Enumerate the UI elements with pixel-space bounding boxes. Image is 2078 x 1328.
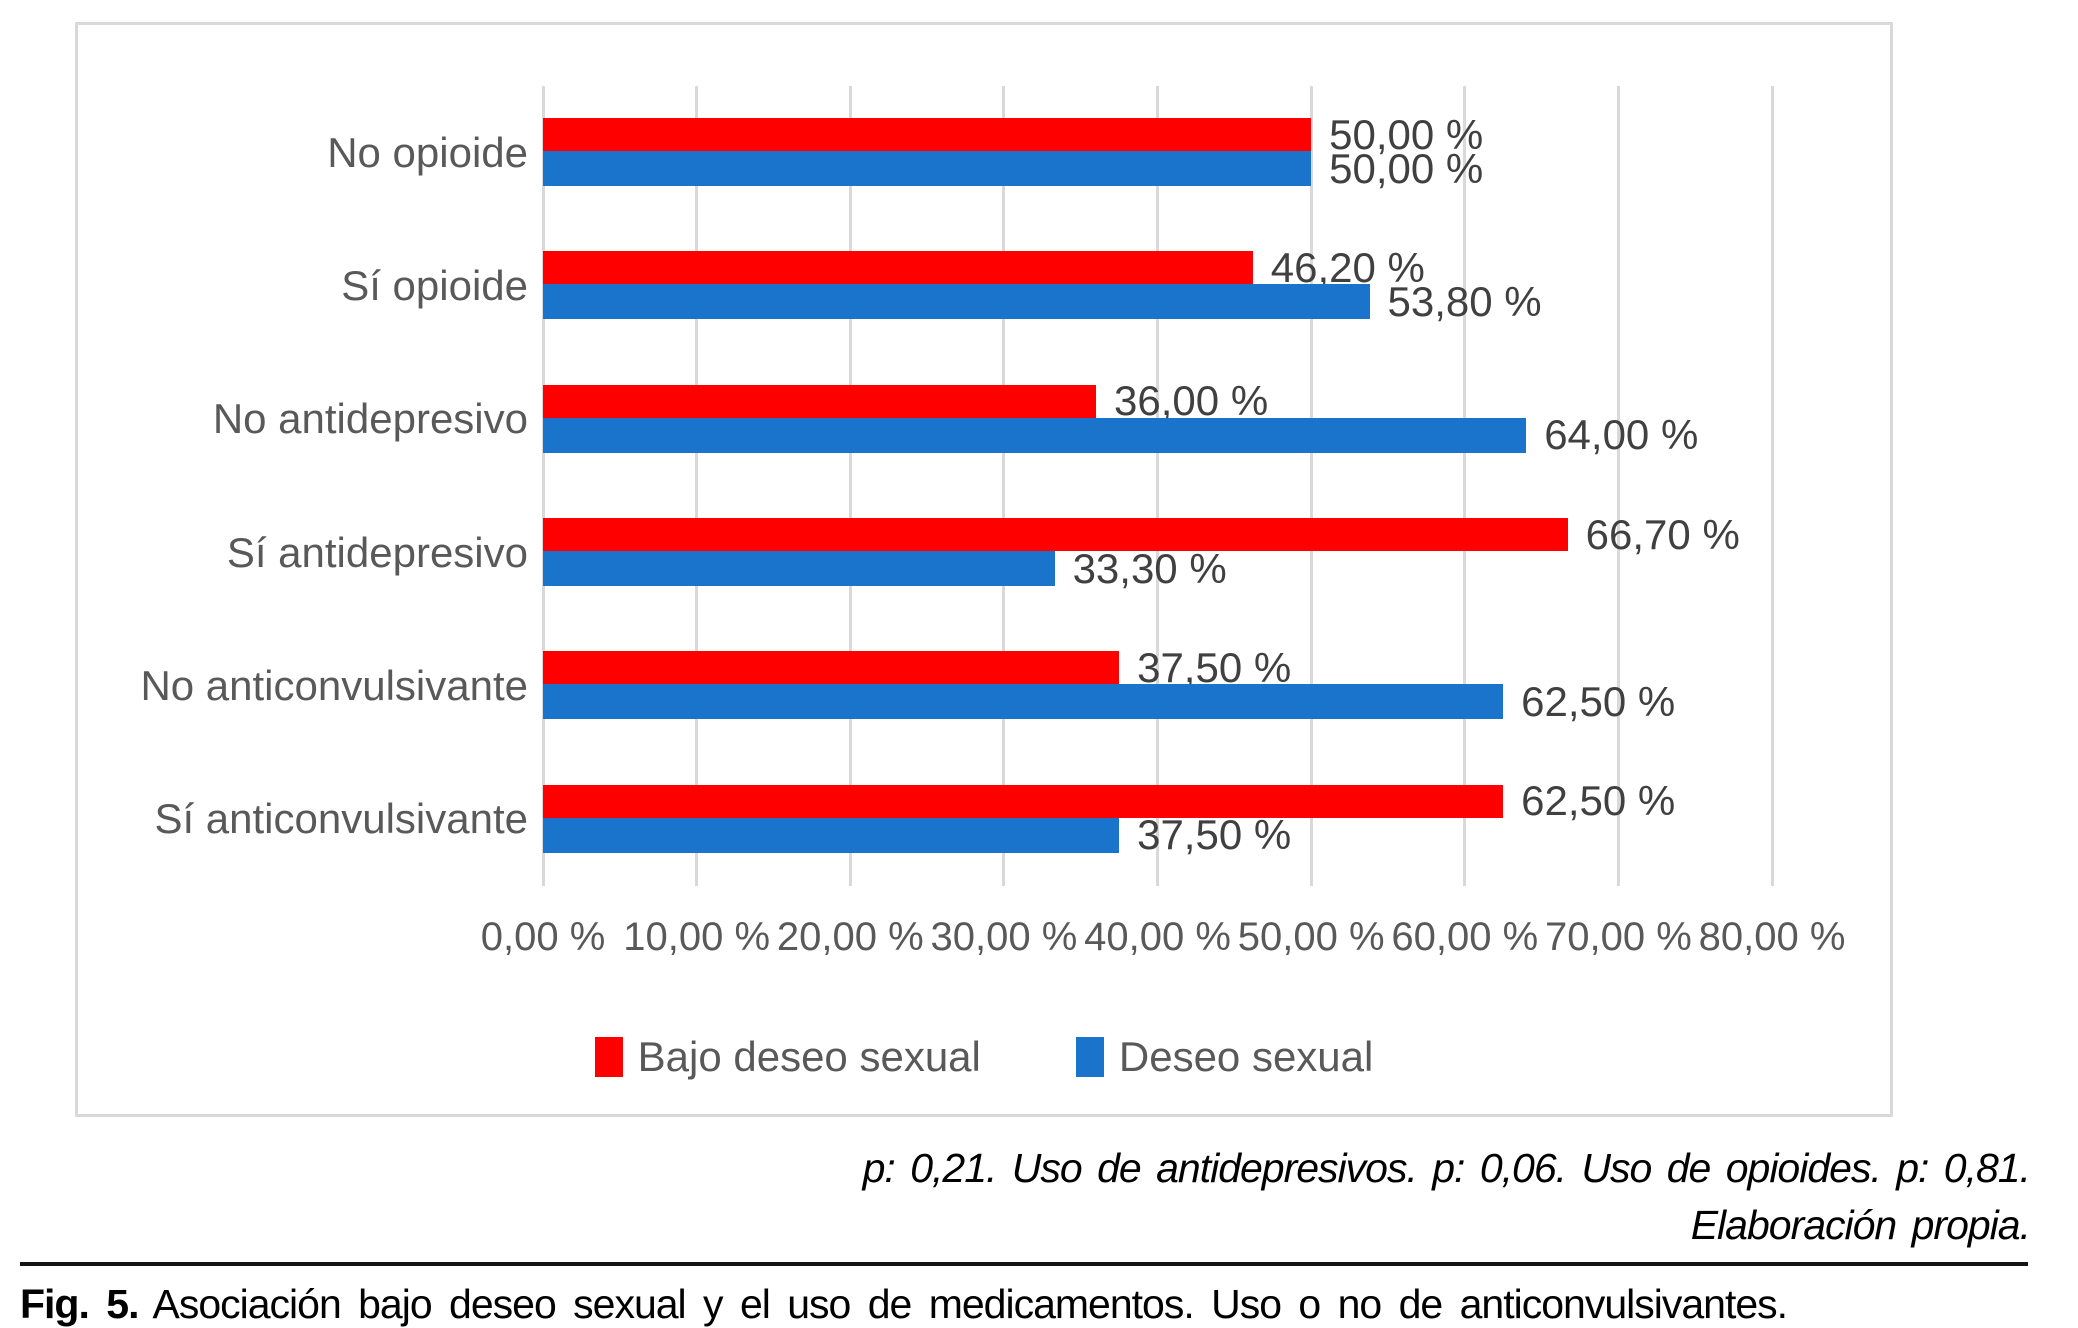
legend-label-deseo-sexual: Deseo sexual — [1118, 1033, 1374, 1080]
x-tick-label-7: 70,00 % — [1544, 915, 1692, 959]
legend: Bajo deseo sexual Deseo sexual — [78, 1033, 1890, 1081]
legend-swatch-icon-bajo-deseo-sexual — [594, 1037, 623, 1077]
bar-bajo-deseo-sexual-3 — [543, 518, 1568, 551]
legend-item-bajo-deseo-sexual: Bajo deseo sexual — [594, 1033, 981, 1081]
bar-deseo-sexual-0 — [543, 151, 1312, 186]
x-tick-label-3: 30,00 % — [930, 915, 1078, 959]
bar-deseo-sexual-3 — [543, 551, 1055, 586]
bar-bajo-deseo-sexual-2 — [543, 384, 1097, 418]
bar-value-label-bajo-deseo-sexual-5: 62,50 % — [1521, 777, 1676, 825]
x-tick-label-4: 40,00 % — [1084, 915, 1231, 959]
bar-value-label-deseo-sexual-1: 53,80 % — [1387, 277, 1542, 325]
gridline-2 — [848, 86, 852, 886]
legend-item-deseo-sexual: Deseo sexual — [1075, 1033, 1374, 1081]
gridline-7 — [1616, 86, 1620, 886]
gridline-8 — [1770, 86, 1774, 886]
bar-deseo-sexual-1 — [543, 284, 1370, 320]
category-label-2: No antidepresivo — [212, 395, 528, 443]
chart-container: 50,00 % 50,00 % 46,20 % 53,80 % 36,00 % 64,00… — [75, 22, 1893, 1117]
category-label-4: No anticonvulsivante — [140, 662, 528, 709]
gridline-4 — [1156, 86, 1159, 886]
bar-bajo-deseo-sexual-5 — [543, 784, 1504, 818]
bar-deseo-sexual-5 — [543, 817, 1120, 853]
figure-caption-text: Asociación bajo deseo sexual y el uso de… — [152, 1281, 1788, 1327]
x-tick-label-2: 20,00 % — [776, 915, 924, 959]
gridline-5 — [1309, 86, 1313, 886]
x-tick-label-0: 0,00 % — [480, 915, 606, 959]
footnote-line-2: Elaboración propia. — [1690, 1202, 2031, 1248]
legend-label-bajo-deseo-sexual: Bajo deseo sexual — [637, 1033, 981, 1080]
figure-caption: Fig. 5. Asociación bajo deseo sexual y el… — [20, 1280, 1788, 1328]
category-label-1: Sí opioide — [341, 262, 528, 309]
bar-bajo-deseo-sexual-0 — [543, 118, 1312, 151]
gridline-0 — [541, 86, 545, 886]
category-label-0: No opioide — [327, 128, 528, 176]
x-tick-label-5: 50,00 % — [1237, 915, 1385, 959]
caption-divider — [20, 1262, 2028, 1266]
bar-value-label-bajo-deseo-sexual-2: 36,00 % — [1114, 377, 1269, 425]
bar-bajo-deseo-sexual-4 — [543, 651, 1120, 685]
figure-caption-number: Fig. 5. — [20, 1281, 139, 1327]
bar-value-label-bajo-deseo-sexual-4: 37,50 % — [1137, 643, 1292, 691]
x-tick-label-6: 60,00 % — [1391, 915, 1539, 959]
gridline-1 — [695, 86, 699, 886]
footnote-line-1: p: 0,21. Uso de antidepresivos. p: 0,06.… — [862, 1145, 2031, 1191]
x-tick-label-8: 80,00 % — [1698, 915, 1846, 959]
category-label-3: Sí antidepresivo — [226, 528, 528, 576]
bar-bajo-deseo-sexual-1 — [543, 251, 1253, 285]
bar-value-label-deseo-sexual-4: 62,50 % — [1521, 677, 1676, 725]
gridline-6 — [1463, 86, 1467, 886]
bar-deseo-sexual-4 — [543, 684, 1504, 720]
gridline-3 — [1002, 86, 1006, 886]
bar-deseo-sexual-2 — [543, 417, 1527, 453]
bar-value-label-deseo-sexual-5: 37,50 % — [1137, 811, 1292, 859]
category-label-5: Sí anticonvulsivante — [154, 795, 528, 843]
x-tick-label-1: 10,00 % — [623, 915, 771, 959]
bar-value-label-bajo-deseo-sexual-3: 66,70 % — [1585, 510, 1740, 558]
bar-value-label-bajo-deseo-sexual-1: 46,20 % — [1270, 243, 1425, 291]
bar-value-label-deseo-sexual-0: 50,00 % — [1329, 144, 1484, 192]
legend-swatch-icon-deseo-sexual — [1075, 1037, 1104, 1077]
bar-value-label-bajo-deseo-sexual-0: 50,00 % — [1329, 110, 1484, 158]
bar-value-label-deseo-sexual-2: 64,00 % — [1544, 411, 1699, 459]
bar-value-label-deseo-sexual-3: 33,30 % — [1072, 544, 1227, 592]
plot-area: 50,00 % 50,00 % 46,20 % 53,80 % 36,00 % 64,00… — [541, 86, 1774, 886]
